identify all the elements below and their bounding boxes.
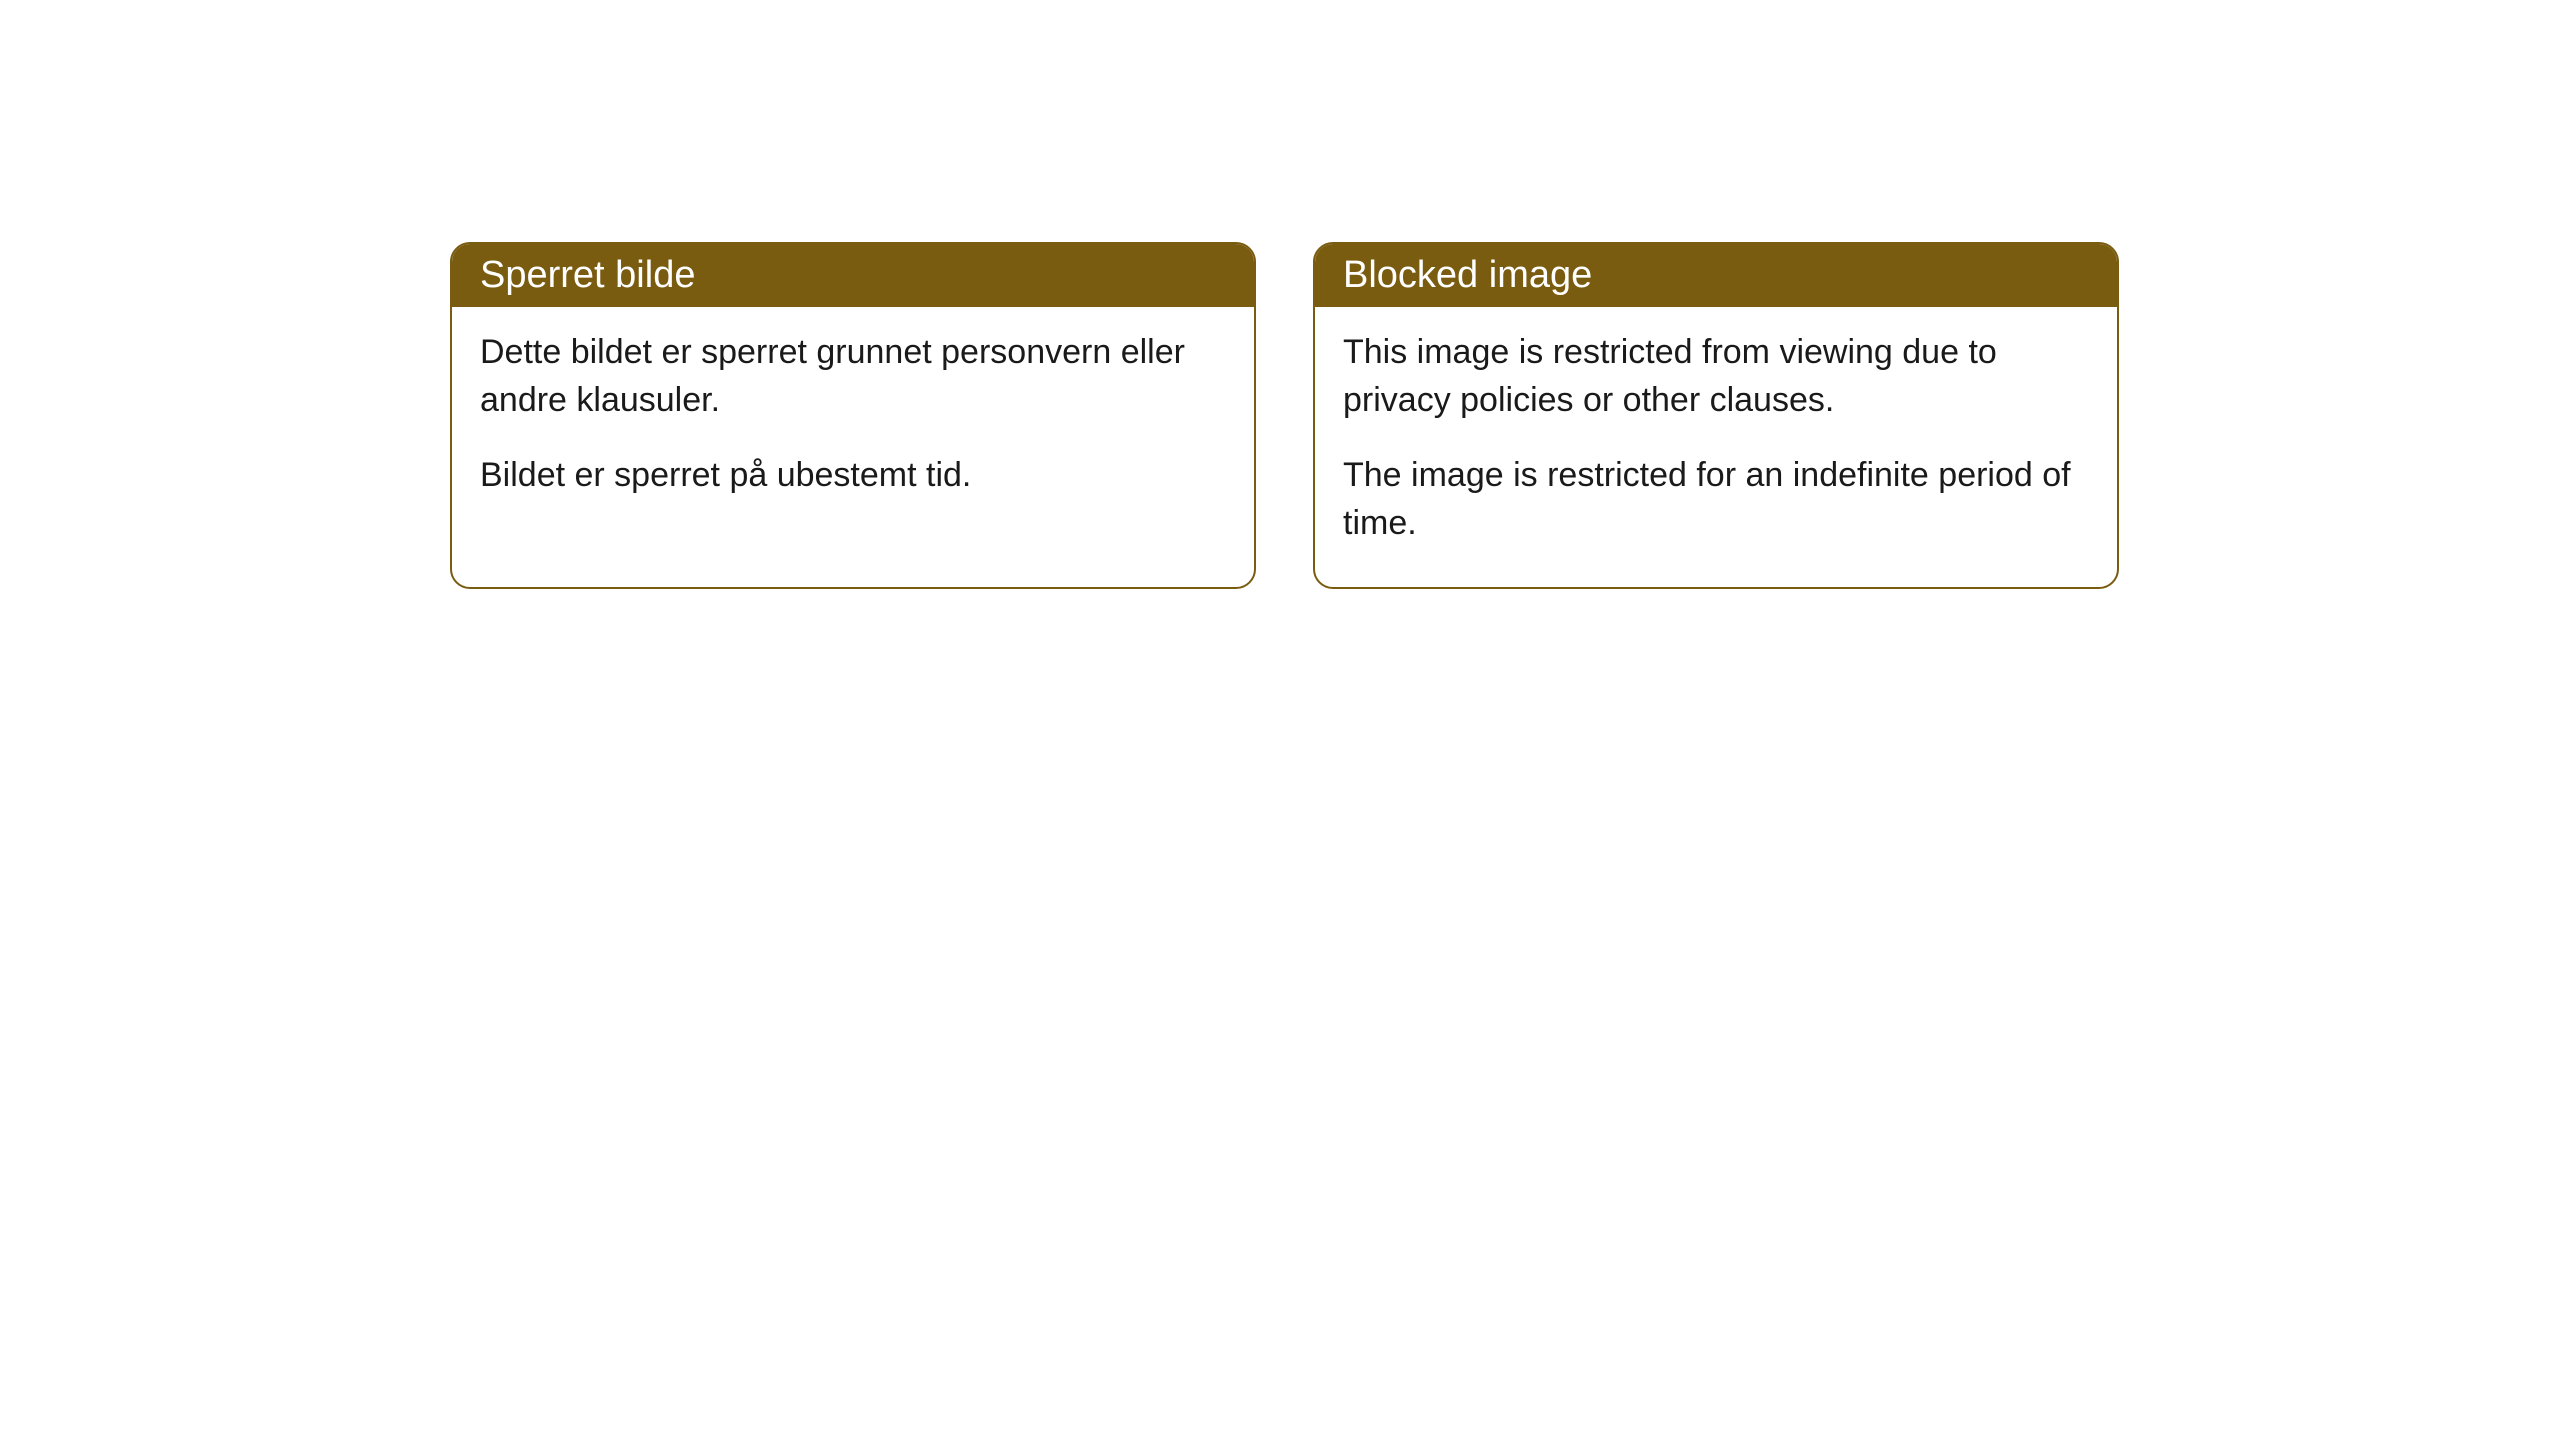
card-body-english: This image is restricted from viewing du… xyxy=(1315,307,2117,587)
card-paragraph-2-norwegian: Bildet er sperret på ubestemt tid. xyxy=(480,452,1226,500)
notice-card-norwegian: Sperret bilde Dette bildet er sperret gr… xyxy=(450,242,1256,589)
card-paragraph-2-english: The image is restricted for an indefinit… xyxy=(1343,452,2089,547)
card-title-norwegian: Sperret bilde xyxy=(480,254,695,296)
notice-card-english: Blocked image This image is restricted f… xyxy=(1313,242,2119,589)
card-header-norwegian: Sperret bilde xyxy=(452,244,1254,307)
notice-cards-container: Sperret bilde Dette bildet er sperret gr… xyxy=(450,242,2560,589)
card-paragraph-1-norwegian: Dette bildet er sperret grunnet personve… xyxy=(480,329,1226,424)
card-title-english: Blocked image xyxy=(1343,254,1592,296)
card-header-english: Blocked image xyxy=(1315,244,2117,307)
card-body-norwegian: Dette bildet er sperret grunnet personve… xyxy=(452,307,1254,540)
card-paragraph-1-english: This image is restricted from viewing du… xyxy=(1343,329,2089,424)
